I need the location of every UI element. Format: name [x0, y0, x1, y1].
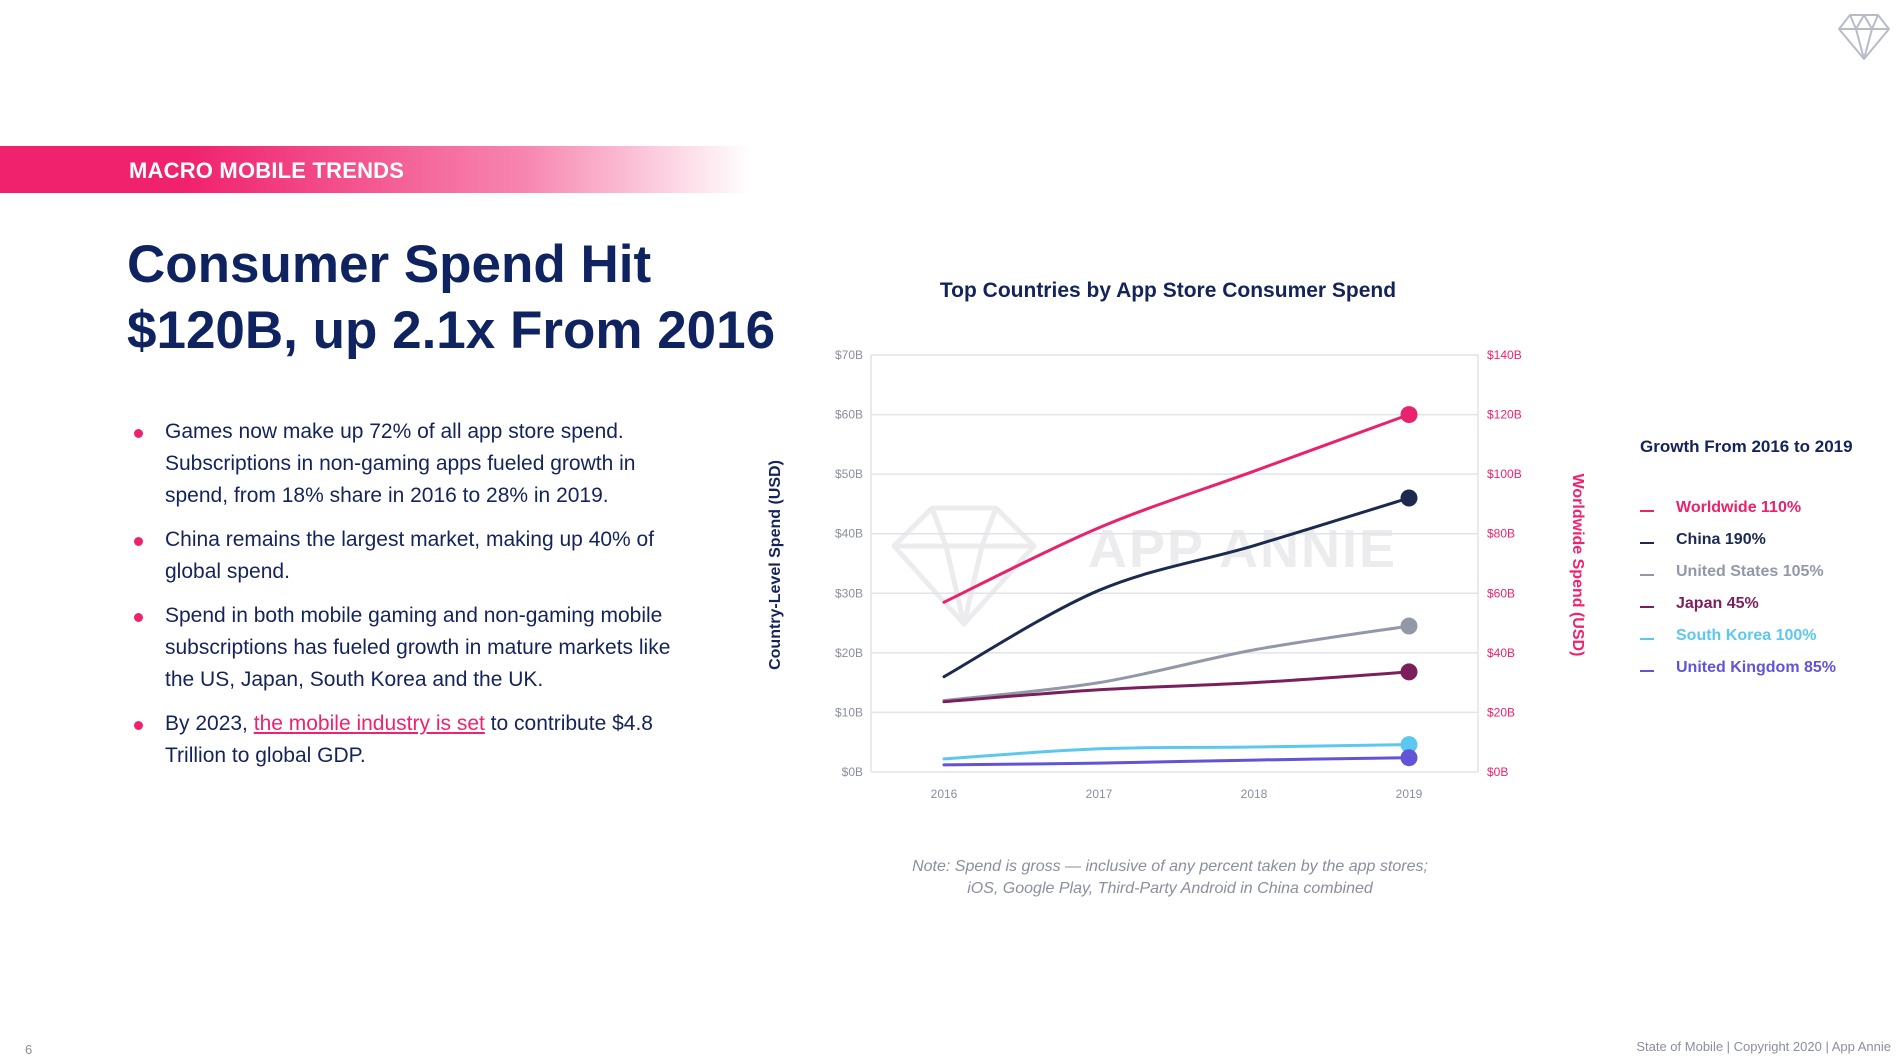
left-tick-label: $70B [835, 348, 863, 362]
series-endpoint-united-kingdom [1400, 749, 1418, 767]
bullet-item: By 2023, the mobile industry is set to c… [132, 708, 692, 772]
gdp-report-link[interactable]: the mobile industry is set [253, 712, 485, 735]
legend-item: South Korea 100% [1640, 627, 1890, 659]
series-endpoint-worldwide [1400, 406, 1418, 424]
legend-item: United States 105% [1640, 563, 1890, 595]
gridlines [870, 354, 1479, 773]
diamond-icon [1838, 14, 1890, 60]
x-tick-label: 2019 [1396, 787, 1423, 801]
note-line-2: iOS, Google Play, Third-Party Android in… [967, 880, 1373, 897]
left-tick-label: $0B [842, 765, 863, 779]
legend-label: Japan 45% [1676, 595, 1759, 612]
legend-swatch [1640, 606, 1654, 608]
legend-item: Japan 45% [1640, 595, 1890, 627]
x-tick-label: 2017 [1086, 787, 1113, 801]
legend-label: Worldwide 110% [1676, 499, 1802, 516]
right-axis-title: Worldwide Spend (USD) [1569, 474, 1586, 657]
series-endpoint-china [1400, 489, 1418, 507]
x-axis-ticks: 2016 2017 2018 2019 [931, 787, 1423, 801]
right-tick-label: $140B [1487, 348, 1522, 362]
left-tick-label: $60B [835, 408, 863, 422]
legend-title: Growth From 2016 to 2019 [1640, 437, 1853, 456]
section-label: MACRO MOBILE TRENDS [129, 158, 405, 183]
left-tick-label: $20B [835, 646, 863, 660]
legend-swatch [1640, 638, 1654, 640]
right-tick-label: $80B [1487, 527, 1515, 541]
left-axis-title: Country-Level Spend (USD) [767, 460, 784, 670]
bullet-list: Games now make up 72% of all app store s… [132, 416, 692, 784]
left-tick-label: $30B [835, 586, 863, 600]
series-line-united-kingdom [942, 756, 1411, 767]
series-line-worldwide [942, 413, 1411, 604]
x-tick-label: 2016 [931, 787, 958, 801]
chart-title: Top Countries by App Store Consumer Spen… [940, 279, 1396, 302]
series-line-japan [942, 670, 1411, 704]
title-line-2: $120B, up 2.1x From 2016 [127, 301, 776, 360]
left-tick-label: $10B [835, 705, 863, 719]
title-line-1: Consumer Spend Hit [127, 235, 652, 294]
bullet-item: China remains the largest market, making… [132, 524, 692, 588]
right-tick-label: $0B [1487, 765, 1508, 779]
series-endpoint-united-states [1400, 617, 1418, 635]
left-axis-ticks: $0B $10B $20B $30B $40B $50B $60B $70B [835, 348, 863, 779]
section-banner: MACRO MOBILE TRENDS [0, 146, 750, 193]
legend-label: China 190% [1676, 531, 1766, 548]
x-tick-label: 2018 [1241, 787, 1268, 801]
series-endpoint-japan [1400, 663, 1418, 681]
right-tick-label: $20B [1487, 705, 1515, 719]
bullet-text-suffix: to contribute $4.8 Trillion to global GD… [165, 712, 653, 767]
chart-note: Note: Spend is gross — inclusive of any … [830, 856, 1510, 900]
right-tick-label: $40B [1487, 646, 1515, 660]
legend-item: Worldwide 110% [1640, 499, 1890, 531]
right-tick-label: $60B [1487, 586, 1515, 600]
series-line-south-korea [942, 743, 1411, 761]
series-line-united-states [942, 624, 1411, 703]
bullet-text-prefix: By 2023, [165, 712, 254, 735]
legend-item: China 190% [1640, 531, 1890, 563]
right-axis-ticks: $0B $20B $40B $60B $80B $100B $120B $140B [1487, 348, 1522, 779]
left-tick-label: $40B [835, 527, 863, 541]
footer-credit: State of Mobile | Copyright 2020 | App A… [1636, 1039, 1891, 1054]
bullet-item: Spend in both mobile gaming and non-gami… [132, 600, 692, 696]
series-lines [942, 406, 1418, 767]
legend-swatch [1640, 670, 1654, 672]
legend-swatch [1640, 574, 1654, 576]
legend-item: United Kingdom 85% [1640, 659, 1890, 691]
legend-swatch [1640, 510, 1654, 512]
growth-legend: Growth From 2016 to 2019 Worldwide 110% C… [1640, 437, 1890, 691]
line-chart: Top Countries by App Store Consumer Spen… [767, 279, 1586, 801]
legend-swatch [1640, 542, 1654, 544]
page-title: Consumer Spend Hit $120B, up 2.1x From 2… [127, 232, 807, 364]
watermark-diamond-icon [891, 505, 1037, 627]
note-line-1: Note: Spend is gross — inclusive of any … [912, 858, 1428, 875]
right-tick-label: $100B [1487, 467, 1522, 481]
legend-label: United Kingdom 85% [1676, 659, 1837, 676]
legend-items: Worldwide 110% China 190% United States 10… [1640, 499, 1890, 691]
right-tick-label: $120B [1487, 408, 1522, 422]
page-number: 6 [25, 1042, 33, 1057]
legend-label: South Korea 100% [1676, 627, 1817, 644]
series-endpoint-south-korea [1400, 736, 1418, 754]
series-line-china [942, 496, 1411, 679]
legend-label: United States 105% [1676, 563, 1824, 580]
bullet-item: Games now make up 72% of all app store s… [132, 416, 692, 512]
left-tick-label: $50B [835, 467, 863, 481]
